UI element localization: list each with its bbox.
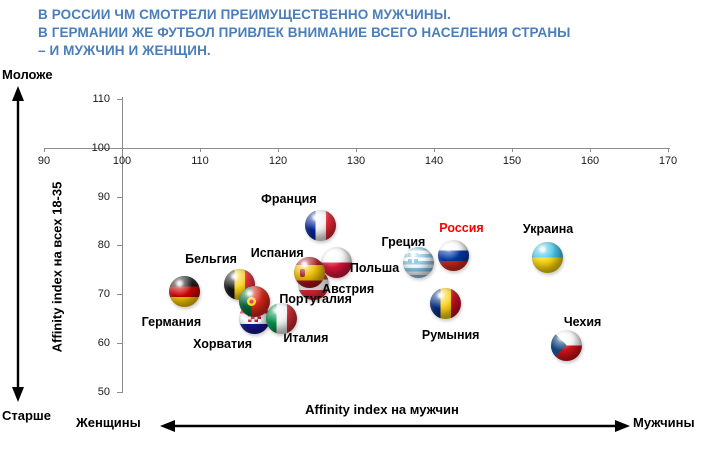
- y-tick-60: [117, 342, 122, 344]
- flag-ball-france: [305, 210, 337, 242]
- flag-ball-poland: [321, 246, 352, 278]
- title-line-1: В РОССИИ ЧМ СМОТРЕЛИ ПРЕИМУЩЕСТВЕННО МУЖ…: [38, 7, 451, 22]
- x-tick-130: [356, 148, 357, 152]
- y-tick-100: [117, 148, 122, 149]
- x-tick-label-110: 110: [191, 155, 209, 167]
- older-label: Старше: [2, 408, 51, 423]
- y-tick-label-50: 50: [97, 385, 110, 398]
- country-label-italy: Италия: [283, 331, 329, 346]
- country-label-poland: Польша: [349, 261, 400, 276]
- flag-ball-italy: [266, 302, 298, 334]
- czechia-flag-emblem: [551, 329, 567, 361]
- x-tick-150: [512, 148, 513, 152]
- country-label-france: Франция: [261, 191, 317, 206]
- y-tick-label-90: 90: [97, 190, 110, 203]
- y-tick-80: [117, 245, 122, 247]
- y-tick-70: [117, 294, 122, 296]
- gender-axis-arrow: [160, 420, 630, 432]
- flag-ball-czechia: [551, 329, 583, 361]
- x-tick-160: [590, 148, 591, 152]
- flag-ball-russia: [438, 239, 469, 271]
- women-label: Женщины: [76, 415, 141, 430]
- country-label-romania: Румыния: [421, 327, 480, 342]
- y-tick-label-60: 60: [97, 336, 110, 349]
- flag-ball-spain: [293, 256, 325, 288]
- country-label-russia: Россия: [439, 221, 484, 236]
- y-tick-label-80: 80: [97, 239, 110, 252]
- y-tick-50: [117, 391, 122, 393]
- flag-ball-romania: [430, 288, 462, 320]
- x-tick-170: [668, 148, 669, 152]
- country-label-portugal: Португалия: [279, 292, 352, 307]
- country-label-germany: Германия: [141, 314, 202, 329]
- flag-ball-greece: [402, 246, 434, 278]
- flag-ball-germany: [168, 276, 200, 308]
- country-label-greece: Греция: [381, 235, 426, 250]
- men-label: Мужчины: [633, 415, 695, 430]
- x-tick-100: [122, 148, 123, 152]
- x-tick-label-160: 160: [580, 155, 600, 167]
- title-line-2: В ГЕРМАНИИ ЖЕ ФУТБОЛ ПРИВЛЕК ВНИМАНИЕ ВС…: [38, 25, 571, 40]
- y-tick-label-110: 110: [92, 93, 110, 106]
- spain-flag-emblem: [299, 268, 305, 277]
- x-tick-label-150: 150: [502, 155, 522, 167]
- y-tick-110: [117, 99, 122, 101]
- country-label-croatia: Хорватия: [193, 337, 253, 352]
- younger-label: Моложе: [2, 67, 53, 82]
- x-tick-120: [278, 148, 279, 152]
- country-label-belgium: Бельгия: [185, 252, 237, 267]
- x-axis-title: Affinity index на мужчин: [305, 402, 459, 417]
- x-tick-label-90: 90: [37, 155, 51, 167]
- greece-flag-emblem: [407, 252, 418, 263]
- flag-ball-ukraine: [531, 242, 563, 274]
- x-tick-label-170: 170: [658, 155, 678, 167]
- flag-ball-portugal: [239, 285, 271, 317]
- x-tick-90: [44, 148, 45, 152]
- x-tick-label-120: 120: [268, 155, 288, 167]
- x-tick-110: [200, 148, 201, 152]
- y-tick-90: [117, 196, 122, 198]
- x-axis-line: [44, 148, 670, 149]
- y-tick-label-70: 70: [97, 288, 110, 301]
- y-axis-line: [122, 97, 123, 393]
- slide-title: В РОССИИ ЧМ СМОТРЕЛИ ПРЕИМУЩЕСТВЕННО МУЖ…: [38, 6, 571, 60]
- x-tick-label-100: 100: [112, 155, 132, 167]
- country-label-czechia: Чехия: [563, 315, 602, 330]
- country-label-austria: Австрия: [322, 282, 375, 297]
- title-line-3: – И МУЖЧИН И ЖЕНЩИН.: [38, 43, 211, 58]
- y-tick-label-100: 100: [91, 142, 110, 154]
- portugal-flag-emblem: [247, 296, 257, 306]
- x-tick-140: [434, 148, 435, 152]
- flag-ball-belgium: [223, 268, 255, 300]
- country-label-spain: Испания: [250, 246, 304, 261]
- x-tick-label-130: 130: [346, 155, 366, 167]
- age-axis-arrow: [12, 86, 24, 402]
- country-label-ukraine: Украина: [522, 221, 574, 236]
- x-tick-label-140: 140: [424, 155, 444, 167]
